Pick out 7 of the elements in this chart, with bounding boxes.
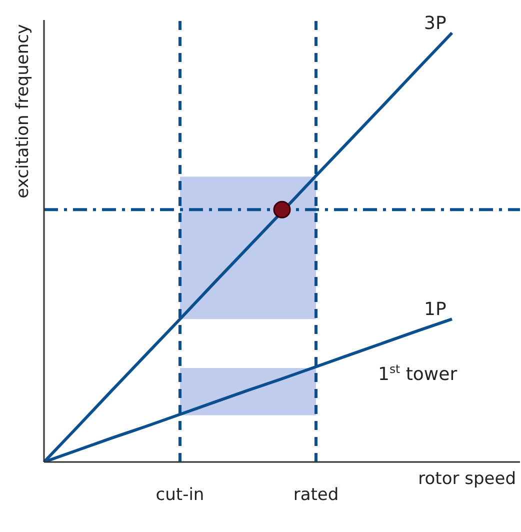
series-label: 1P — [424, 299, 446, 320]
x-tick-label: cut-in — [156, 485, 204, 506]
x-tick-label: rated — [293, 485, 339, 506]
x-axis-title: rotor speed — [418, 469, 516, 489]
series-label: 3P — [424, 12, 446, 34]
annotation: 1$^{st}$ tower — [378, 362, 458, 385]
y-axis-title: excitation frequency — [13, 24, 33, 198]
